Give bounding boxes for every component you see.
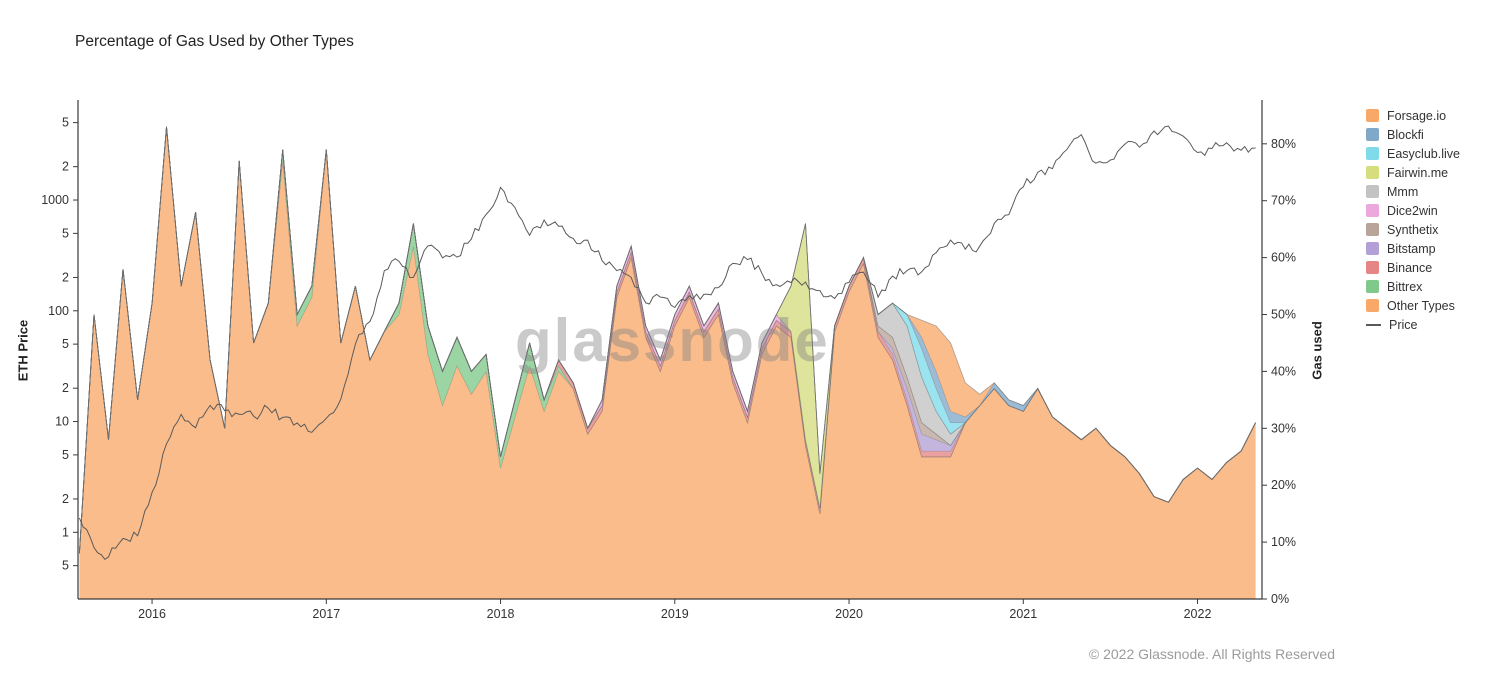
left-axis-tick-label: 5 (62, 559, 69, 573)
left-axis-tick-label: 5 (62, 337, 69, 351)
left-axis-tick-label: 5 (62, 226, 69, 240)
legend-label-forsage-io: Forsage.io (1387, 108, 1447, 123)
x-axis-tick-label: 2016 (138, 607, 166, 621)
legend: Forsage.io Blockfi Easyclub.live Fairwin.me… (1366, 106, 1460, 334)
legend-label-blockfi: Blockfi (1387, 127, 1424, 142)
legend-item-other-types[interactable]: Other Types (1366, 296, 1460, 315)
copyright-footer: © 2022 Glassnode. All Rights Reserved (1088, 646, 1335, 662)
x-axis-tick-label: 2020 (835, 607, 863, 621)
right-axis-tick-label: 20% (1271, 478, 1296, 492)
legend-item-blockfi[interactable]: Blockfi (1366, 125, 1460, 144)
legend-item-price[interactable]: Price (1366, 315, 1460, 334)
legend-color-swatch-other-types (1366, 299, 1379, 312)
legend-label-other-types: Other Types (1387, 298, 1455, 313)
right-axis-tick-label: 30% (1271, 421, 1296, 435)
legend-color-swatch-mmm (1366, 185, 1379, 198)
legend-label-dice2win: Dice2win (1387, 203, 1438, 218)
left-axis-tick-label: 2 (62, 160, 69, 174)
legend-label-bittrex: Bittrex (1387, 279, 1423, 294)
x-axis-tick-label: 2022 (1184, 607, 1212, 621)
left-axis-tick-label: 2 (62, 381, 69, 395)
x-axis-tick-label: 2021 (1009, 607, 1037, 621)
legend-color-swatch-bitstamp (1366, 242, 1379, 255)
right-axis-label: Gas used (1309, 321, 1325, 380)
left-axis-tick-label: 1 (62, 525, 69, 539)
right-axis-tick-label: 50% (1271, 308, 1296, 322)
legend-line-swatch-price (1366, 323, 1381, 326)
area-other-types (79, 126, 1256, 599)
legend-color-swatch-bittrex (1366, 280, 1379, 293)
legend-item-fairwin-me[interactable]: Fairwin.me (1366, 163, 1460, 182)
legend-label-fairwin-me: Fairwin.me (1387, 165, 1449, 180)
left-axis-tick-label: 10 (55, 415, 69, 429)
legend-item-bitstamp[interactable]: Bitstamp (1366, 239, 1460, 258)
legend-label-bitstamp: Bitstamp (1387, 241, 1436, 256)
legend-item-mmm[interactable]: Mmm (1366, 182, 1460, 201)
right-axis-tick-label: 10% (1271, 535, 1296, 549)
right-axis-tick-label: 80% (1271, 137, 1296, 151)
chart-title: Percentage of Gas Used by Other Types (75, 33, 354, 50)
x-axis-tick-label: 2018 (487, 607, 515, 621)
legend-label-synthetix: Synthetix (1387, 222, 1439, 237)
legend-item-forsage-io[interactable]: Forsage.io (1366, 106, 1460, 125)
price-line (78, 125, 1256, 560)
legend-label-easyclub-live: Easyclub.live (1387, 146, 1460, 161)
legend-color-swatch-easyclub-live (1366, 147, 1379, 160)
legend-color-swatch-fairwin-me (1366, 166, 1379, 179)
left-axis-tick-label: 1000 (41, 193, 69, 207)
right-axis-tick-label: 0% (1271, 592, 1289, 606)
legend-color-swatch-synthetix (1366, 223, 1379, 236)
legend-item-easyclub-live[interactable]: Easyclub.live (1366, 144, 1460, 163)
legend-item-synthetix[interactable]: Synthetix (1366, 220, 1460, 239)
legend-label-price: Price (1389, 317, 1418, 332)
left-axis-tick-label: 2 (62, 492, 69, 506)
legend-item-binance[interactable]: Binance (1366, 258, 1460, 277)
right-axis-tick-label: 70% (1271, 194, 1296, 208)
left-axis-tick-label: 2 (62, 270, 69, 284)
legend-label-binance: Binance (1387, 260, 1433, 275)
left-axis-tick-label: 5 (62, 448, 69, 462)
legend-color-swatch-dice2win (1366, 204, 1379, 217)
legend-color-swatch-binance (1366, 261, 1379, 274)
x-axis-tick-label: 2017 (312, 607, 340, 621)
left-axis-tick-label: 100 (48, 304, 69, 318)
legend-color-swatch-forsage-io (1366, 109, 1379, 122)
legend-item-dice2win[interactable]: Dice2win (1366, 201, 1460, 220)
x-axis-tick-label: 2019 (661, 607, 689, 621)
area-dice2win (79, 126, 1256, 554)
legend-item-bittrex[interactable]: Bittrex (1366, 277, 1460, 296)
left-axis-tick-label: 5 (62, 116, 69, 130)
left-axis-label: ETH Price (15, 319, 31, 382)
right-axis-tick-label: 40% (1271, 364, 1296, 378)
right-axis-tick-label: 60% (1271, 251, 1296, 265)
area-outline-forsage-io (79, 126, 1256, 554)
legend-label-mmm: Mmm (1387, 184, 1419, 199)
legend-color-swatch-blockfi (1366, 128, 1379, 141)
